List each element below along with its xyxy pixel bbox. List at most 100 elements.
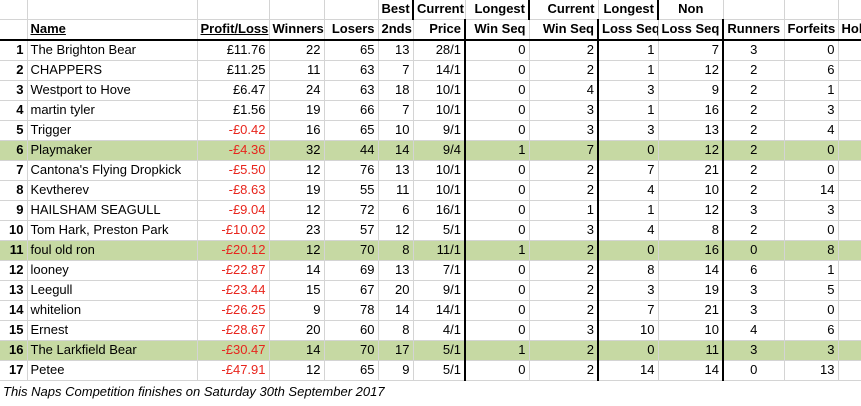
current-loss-seq-cell: 3 bbox=[598, 80, 659, 101]
profit-loss-cell: -£23.44 bbox=[197, 280, 270, 301]
rank-cell: 14 bbox=[0, 300, 28, 321]
current-loss-seq-cell: 3 bbox=[598, 120, 659, 141]
current-win-seq-cell: 1 bbox=[465, 340, 530, 361]
longest-loss-seq-cell: 19 bbox=[658, 280, 724, 301]
current-win-seq-cell: 0 bbox=[465, 160, 530, 181]
longest-loss-seq-cell: 13 bbox=[658, 120, 724, 141]
best-price-cell: 9/4 bbox=[413, 140, 466, 161]
holiday-cell: 8 bbox=[838, 60, 861, 81]
seconds-cell: 14 bbox=[378, 300, 414, 321]
longest-win-seq-cell: 7 bbox=[529, 140, 599, 161]
header-forfeits: Forfeits bbox=[784, 19, 839, 41]
best-price-cell: 10/1 bbox=[413, 180, 466, 201]
forfeits-cell: 5 bbox=[784, 280, 839, 301]
forfeits-cell: 6 bbox=[784, 60, 839, 81]
holiday-cell: 0 bbox=[838, 100, 861, 121]
forfeits-cell: 4 bbox=[784, 120, 839, 141]
header-holiday: Holiday bbox=[838, 19, 861, 41]
current-win-seq-cell: 0 bbox=[465, 180, 530, 201]
table-row: 7 Cantona's Flying Dropkick -£5.50 12 76 13 10… bbox=[0, 160, 861, 181]
profit-loss-cell: -£22.87 bbox=[197, 260, 270, 281]
losers-cell: 70 bbox=[324, 240, 379, 261]
holiday-cell: 0 bbox=[838, 40, 861, 61]
non-runners-cell: 3 bbox=[723, 300, 785, 321]
player-name: The Larkfield Bear bbox=[27, 340, 198, 361]
best-price-cell: 5/1 bbox=[413, 360, 466, 381]
longest-loss-seq-cell: 16 bbox=[658, 100, 724, 121]
best-price-cell: 28/1 bbox=[413, 40, 466, 61]
forfeits-cell: 13 bbox=[784, 360, 839, 381]
non-runners-cell: 3 bbox=[723, 280, 785, 301]
seconds-cell: 8 bbox=[378, 240, 414, 261]
losers-cell: 70 bbox=[324, 340, 379, 361]
player-name: foul old ron bbox=[27, 240, 198, 261]
non-runners-cell: 2 bbox=[723, 100, 785, 121]
longest-loss-seq-cell: 10 bbox=[658, 320, 724, 341]
longest-win-seq-cell: 2 bbox=[529, 160, 599, 181]
profit-loss-cell: £11.25 bbox=[197, 60, 270, 81]
header-non-runners: Runners bbox=[723, 19, 785, 41]
header-non-runners-top: Non bbox=[658, 0, 724, 20]
losers-cell: 76 bbox=[324, 160, 379, 181]
holiday-cell: 0 bbox=[838, 320, 861, 341]
best-price-cell: 9/1 bbox=[413, 280, 466, 301]
player-name: CHAPPERS bbox=[27, 60, 198, 81]
winners-cell: 14 bbox=[269, 260, 325, 281]
forfeits-cell: 0 bbox=[784, 40, 839, 61]
best-price-cell: 10/1 bbox=[413, 80, 466, 101]
header-seconds: 2nds bbox=[378, 19, 414, 41]
player-name: looney bbox=[27, 260, 198, 281]
seconds-cell: 13 bbox=[378, 40, 414, 61]
best-price-cell: 10/1 bbox=[413, 160, 466, 181]
rank-cell: 12 bbox=[0, 260, 28, 281]
holiday-cell: 0 bbox=[838, 180, 861, 201]
header-current-loss-seq-top: Current bbox=[529, 0, 599, 20]
losers-cell: 63 bbox=[324, 80, 379, 101]
winners-cell: 9 bbox=[269, 300, 325, 321]
best-price-cell: 16/1 bbox=[413, 200, 466, 221]
current-loss-seq-cell: 8 bbox=[598, 260, 659, 281]
longest-loss-seq-cell: 12 bbox=[658, 140, 724, 161]
player-name: Leegull bbox=[27, 280, 198, 301]
longest-loss-seq-cell: 21 bbox=[658, 300, 724, 321]
non-runners-cell: 3 bbox=[723, 200, 785, 221]
best-price-cell: 5/1 bbox=[413, 340, 466, 361]
holiday-cell: 12 bbox=[838, 140, 861, 161]
longest-win-seq-cell: 2 bbox=[529, 260, 599, 281]
best-price-cell: 11/1 bbox=[413, 240, 466, 261]
profit-loss-cell: -£9.04 bbox=[197, 200, 270, 221]
longest-loss-seq-cell: 10 bbox=[658, 180, 724, 201]
winners-cell: 22 bbox=[269, 40, 325, 61]
seconds-cell: 6 bbox=[378, 200, 414, 221]
longest-win-seq-cell: 2 bbox=[529, 340, 599, 361]
profit-loss-cell: -£47.91 bbox=[197, 360, 270, 381]
forfeits-cell: 1 bbox=[784, 260, 839, 281]
current-win-seq-cell: 0 bbox=[465, 360, 530, 381]
best-price-cell: 14/1 bbox=[413, 300, 466, 321]
non-runners-cell: 3 bbox=[723, 340, 785, 361]
table-row: 1 The Brighton Bear £11.76 22 65 13 28/1 0 2 1 7 3 0… bbox=[0, 40, 861, 61]
rank-cell: 10 bbox=[0, 220, 28, 241]
losers-cell: 67 bbox=[324, 280, 379, 301]
longest-loss-seq-cell: 12 bbox=[658, 200, 724, 221]
seconds-cell: 18 bbox=[378, 80, 414, 101]
naps-competition-table: Best Current Longest Current Longest Non… bbox=[0, 0, 861, 381]
best-price-cell: 10/1 bbox=[413, 100, 466, 121]
rank-cell: 6 bbox=[0, 140, 28, 161]
winners-cell: 32 bbox=[269, 140, 325, 161]
player-name: martin tyler bbox=[27, 100, 198, 121]
player-name: HAILSHAM SEAGULL bbox=[27, 200, 198, 221]
current-win-seq-cell: 0 bbox=[465, 220, 530, 241]
profit-loss-cell: -£20.12 bbox=[197, 240, 270, 261]
seconds-cell: 14 bbox=[378, 140, 414, 161]
player-name: Tom Hark, Preston Park bbox=[27, 220, 198, 241]
rank-cell: 1 bbox=[0, 40, 28, 61]
footer-note: This Naps Competition finishes on Saturd… bbox=[3, 383, 385, 399]
holiday-cell: 0 bbox=[838, 260, 861, 281]
